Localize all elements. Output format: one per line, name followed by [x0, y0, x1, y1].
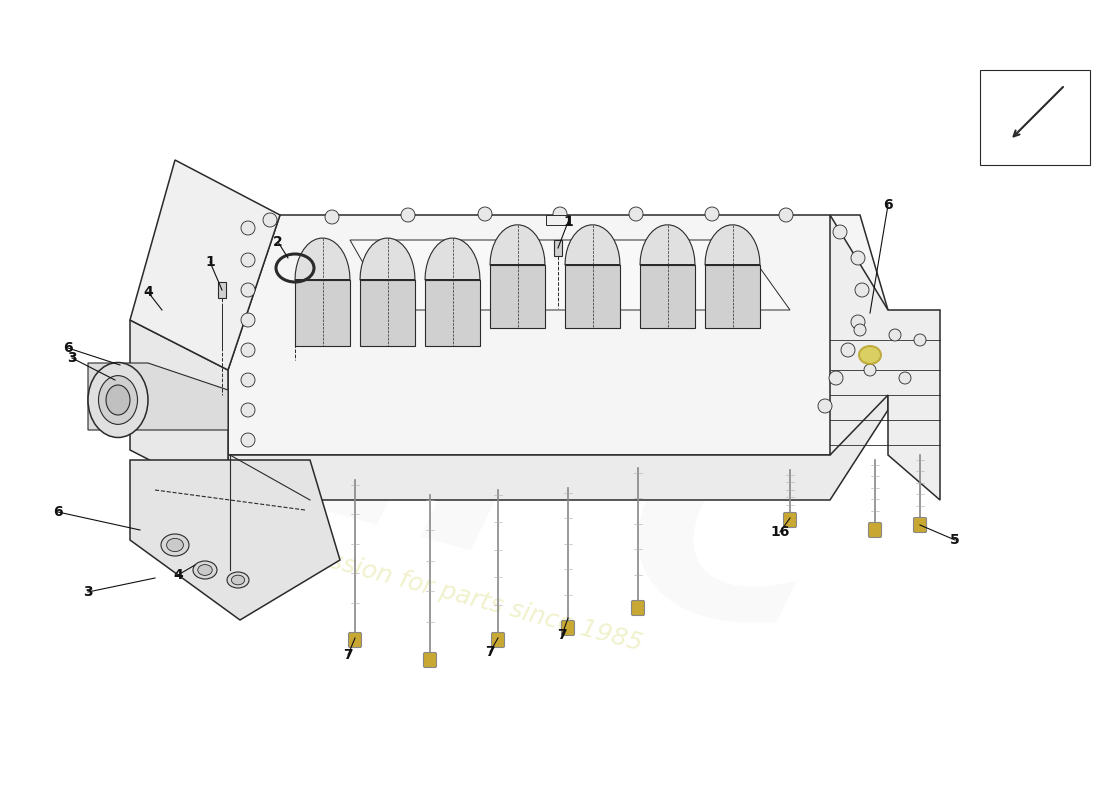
Text: 4: 4 — [143, 285, 153, 299]
Circle shape — [241, 221, 255, 235]
Bar — [218, 282, 226, 298]
Polygon shape — [640, 265, 695, 328]
Text: 16: 16 — [770, 525, 790, 539]
Circle shape — [851, 315, 865, 329]
Circle shape — [553, 207, 566, 221]
Ellipse shape — [192, 561, 217, 579]
FancyBboxPatch shape — [424, 653, 437, 667]
Circle shape — [402, 208, 415, 222]
Ellipse shape — [166, 538, 184, 552]
Circle shape — [864, 364, 876, 376]
Text: a passion for parts since 1985: a passion for parts since 1985 — [275, 534, 646, 655]
Circle shape — [241, 403, 255, 417]
Circle shape — [889, 329, 901, 341]
Circle shape — [263, 213, 277, 227]
Circle shape — [842, 343, 855, 357]
Circle shape — [629, 207, 644, 221]
Circle shape — [241, 283, 255, 297]
FancyBboxPatch shape — [869, 522, 881, 538]
Circle shape — [241, 253, 255, 267]
Text: 7: 7 — [558, 628, 566, 642]
Polygon shape — [88, 363, 228, 430]
Text: 6: 6 — [53, 505, 63, 519]
Ellipse shape — [198, 565, 212, 575]
Ellipse shape — [161, 534, 189, 556]
Polygon shape — [565, 265, 620, 328]
Polygon shape — [640, 225, 695, 265]
Circle shape — [914, 334, 926, 346]
Circle shape — [851, 251, 865, 265]
Circle shape — [855, 283, 869, 297]
Polygon shape — [130, 320, 228, 500]
Polygon shape — [130, 460, 340, 620]
Polygon shape — [705, 225, 760, 265]
Text: 6: 6 — [883, 198, 893, 212]
Text: EPC: EPC — [217, 282, 864, 698]
Circle shape — [241, 343, 255, 357]
FancyBboxPatch shape — [349, 633, 362, 647]
Circle shape — [829, 371, 843, 385]
Polygon shape — [705, 265, 760, 328]
FancyBboxPatch shape — [561, 621, 574, 635]
Polygon shape — [360, 238, 415, 280]
FancyBboxPatch shape — [913, 518, 926, 533]
Ellipse shape — [99, 376, 138, 424]
Circle shape — [899, 372, 911, 384]
Circle shape — [478, 207, 492, 221]
Circle shape — [833, 225, 847, 239]
Circle shape — [818, 399, 832, 413]
Polygon shape — [295, 238, 350, 280]
Polygon shape — [228, 215, 888, 455]
Text: 1: 1 — [563, 215, 573, 229]
Polygon shape — [360, 280, 415, 346]
Text: 1: 1 — [205, 255, 214, 269]
Circle shape — [241, 433, 255, 447]
Text: 4: 4 — [173, 568, 183, 582]
Text: 7: 7 — [343, 648, 353, 662]
Bar — [554, 240, 562, 256]
Polygon shape — [565, 225, 620, 265]
Text: 3: 3 — [67, 351, 77, 365]
Circle shape — [854, 324, 866, 336]
Circle shape — [705, 207, 719, 221]
Ellipse shape — [231, 575, 244, 585]
FancyBboxPatch shape — [492, 633, 505, 647]
Circle shape — [241, 313, 255, 327]
Text: 6: 6 — [63, 341, 73, 355]
Polygon shape — [228, 365, 888, 500]
Polygon shape — [830, 215, 940, 500]
Circle shape — [779, 208, 793, 222]
Polygon shape — [130, 160, 280, 370]
Text: 7: 7 — [485, 645, 495, 659]
Ellipse shape — [88, 362, 148, 438]
Ellipse shape — [859, 346, 881, 364]
Text: 2: 2 — [273, 235, 283, 249]
FancyBboxPatch shape — [631, 601, 645, 615]
Bar — [546, 215, 570, 225]
Polygon shape — [425, 280, 480, 346]
Ellipse shape — [227, 572, 249, 588]
Polygon shape — [350, 240, 790, 310]
FancyBboxPatch shape — [783, 513, 796, 527]
Text: 3: 3 — [84, 585, 92, 599]
Circle shape — [241, 373, 255, 387]
Polygon shape — [425, 238, 480, 280]
Circle shape — [324, 210, 339, 224]
Text: 5: 5 — [950, 533, 960, 547]
Ellipse shape — [106, 385, 130, 415]
Polygon shape — [295, 280, 350, 346]
Polygon shape — [490, 225, 544, 265]
Polygon shape — [490, 265, 544, 328]
